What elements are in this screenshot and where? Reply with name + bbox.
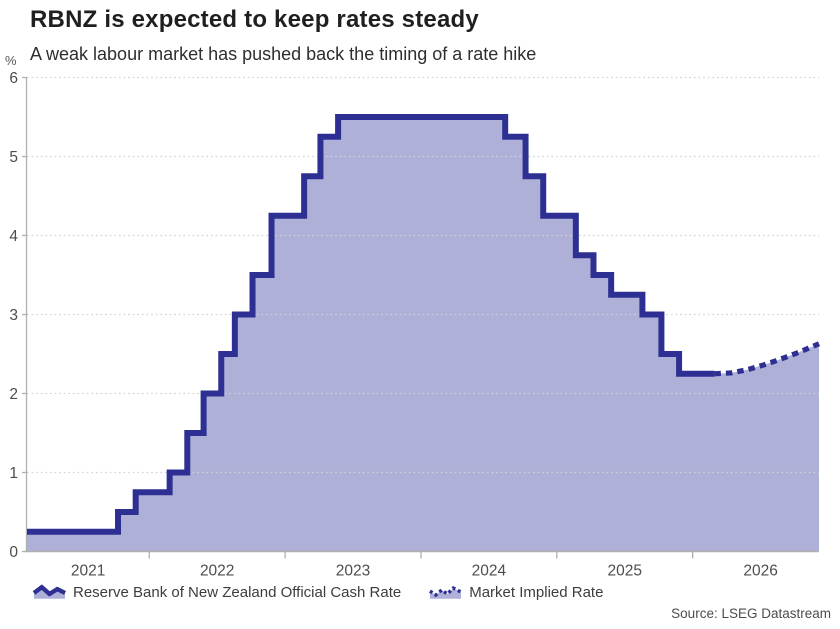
market-implied-rate-line bbox=[714, 341, 821, 377]
y-tick-label: 3 bbox=[9, 307, 18, 324]
y-tick-label: 2 bbox=[9, 386, 18, 403]
chart-subtitle: A weak labour market has pushed back the… bbox=[30, 44, 537, 64]
source-attribution: Source: LSEG Datastream bbox=[671, 606, 831, 621]
legend-label: Reserve Bank of New Zealand Official Cas… bbox=[73, 583, 402, 601]
solid-area-line-icon bbox=[33, 584, 66, 599]
y-tick-label: 5 bbox=[9, 149, 18, 166]
y-tick-label: 6 bbox=[9, 70, 18, 87]
legend-item-market-implied-rate: Market Implied Rate bbox=[429, 583, 603, 601]
x-tick-label: 2026 bbox=[743, 563, 777, 580]
chart-legend: Reserve Bank of New Zealand Official Cas… bbox=[33, 583, 603, 601]
x-tick-label: 2024 bbox=[472, 563, 507, 580]
official-cash-rate-line bbox=[27, 114, 715, 535]
x-tick-label: 2021 bbox=[71, 563, 105, 580]
x-tick-label: 2023 bbox=[336, 563, 370, 580]
x-tick-label: 2025 bbox=[607, 563, 641, 580]
x-tick-label: 2022 bbox=[200, 563, 234, 580]
y-tick-label: 1 bbox=[9, 465, 18, 482]
dotted-line-icon bbox=[429, 585, 463, 599]
y-axis-unit-label: % bbox=[5, 53, 17, 68]
y-tick-label: 0 bbox=[9, 544, 18, 561]
chart-title: RBNZ is expected to keep rates steady bbox=[30, 6, 479, 33]
y-tick-label: 4 bbox=[9, 228, 18, 245]
legend-item-official-cash-rate: Reserve Bank of New Zealand Official Cas… bbox=[33, 583, 401, 601]
legend-label: Market Implied Rate bbox=[469, 583, 604, 601]
rate-area-fill bbox=[27, 117, 819, 552]
